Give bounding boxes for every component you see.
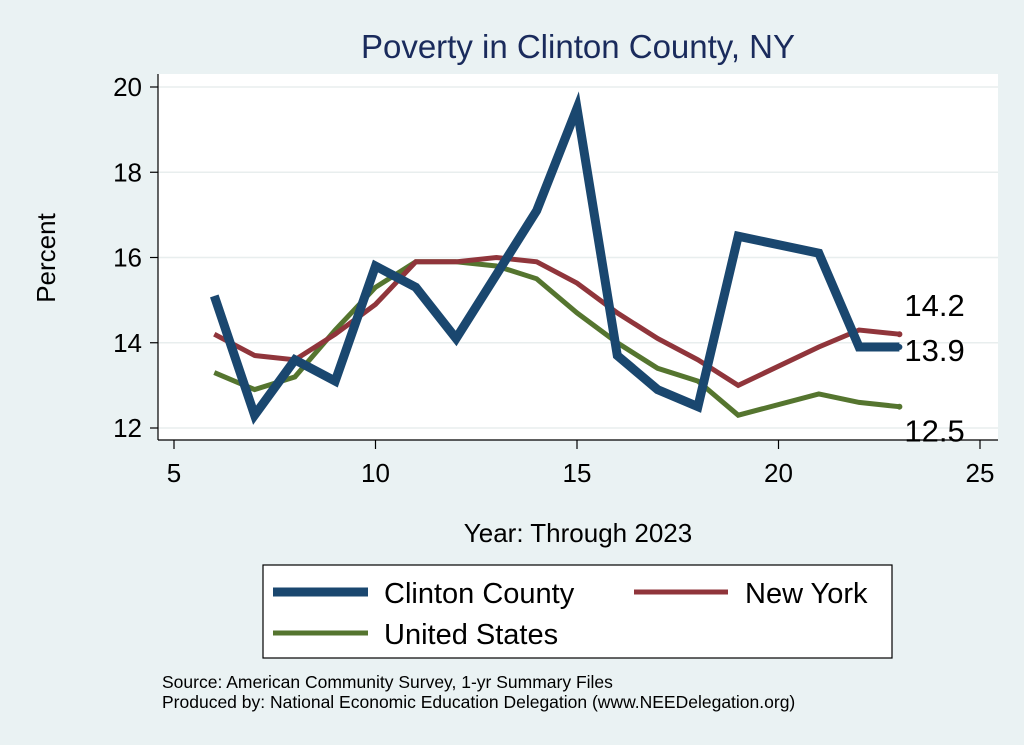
- gridlines: [158, 86, 998, 429]
- end-marker-united-states: [896, 403, 903, 410]
- y-ticks: 12 14 16 18 20: [113, 72, 158, 443]
- x-ticks: 5 10 15 20 25: [167, 440, 995, 488]
- legend-label-united-states: United States: [384, 619, 558, 651]
- end-label-united-states: 12.5: [904, 414, 964, 449]
- x-tick-label: 20: [764, 458, 793, 488]
- legend-label-new-york: New York: [745, 578, 868, 610]
- y-axis-title: Percent: [31, 212, 61, 302]
- x-tick-label: 5: [167, 458, 181, 488]
- legend-label-clinton-county: Clinton County: [384, 578, 575, 610]
- end-marker-new-york: [896, 331, 903, 338]
- end-marker-clinton-county: [896, 344, 903, 351]
- end-label-new-york: 14.2: [904, 288, 964, 323]
- y-tick-label: 14: [113, 328, 142, 358]
- y-tick-label: 18: [113, 157, 142, 187]
- y-tick-label: 20: [113, 72, 142, 102]
- legend: Clinton County New York United States: [262, 564, 893, 659]
- x-axis-title: Year: Through 2023: [464, 518, 692, 548]
- x-tick-label: 15: [563, 458, 592, 488]
- y-tick-label: 12: [113, 413, 142, 443]
- series-lines: [210, 91, 903, 425]
- y-tick-label: 16: [113, 243, 142, 273]
- x-tick-label: 10: [361, 458, 390, 488]
- x-tick-label: 25: [966, 458, 995, 488]
- source-note: Source: American Community Survey, 1-yr …: [162, 672, 613, 692]
- end-labels: 13.9 14.2 12.5: [904, 288, 964, 448]
- chart-title: Poverty in Clinton County, NY: [361, 28, 795, 65]
- end-label-clinton-county: 13.9: [904, 333, 964, 368]
- producer-note: Produced by: National Economic Education…: [162, 692, 795, 712]
- legend-box: [262, 564, 893, 659]
